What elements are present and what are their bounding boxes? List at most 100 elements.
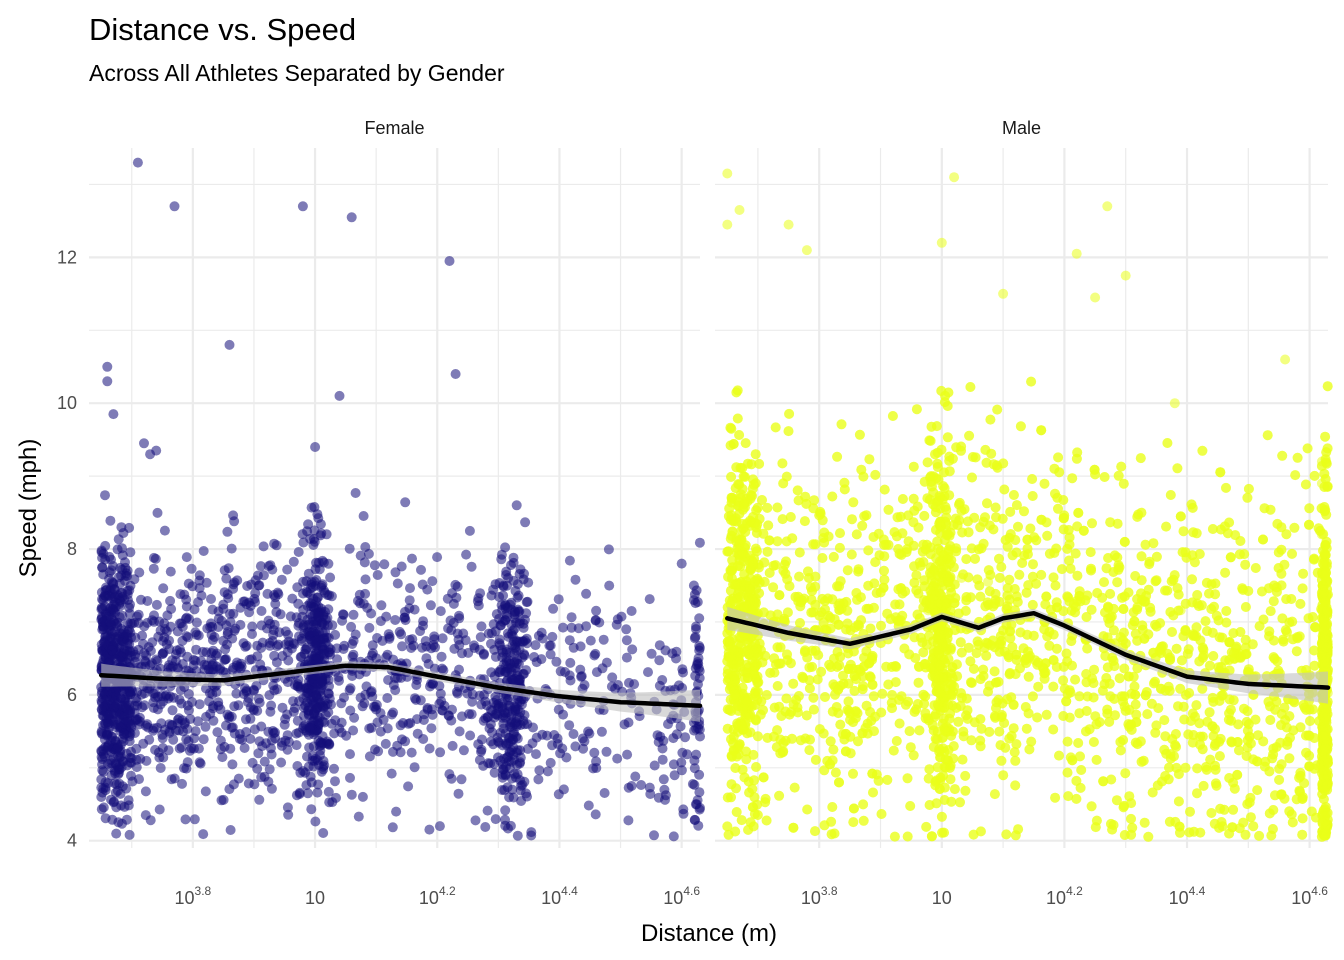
data-point <box>102 361 113 372</box>
data-point <box>194 699 205 710</box>
data-point <box>107 814 118 825</box>
data-point <box>256 620 267 631</box>
data-point <box>457 711 467 722</box>
data-point <box>273 589 284 600</box>
data-point <box>583 800 594 811</box>
data-point <box>436 696 447 707</box>
data-point <box>276 757 287 768</box>
data-point <box>113 534 124 545</box>
data-point <box>622 749 633 760</box>
data-point <box>360 588 371 599</box>
data-point <box>396 629 407 640</box>
data-point <box>497 772 508 783</box>
data-point <box>228 608 239 619</box>
data-point <box>293 681 304 692</box>
data-point <box>171 645 182 656</box>
data-point <box>138 638 148 649</box>
data-point <box>668 759 679 770</box>
data-point <box>657 754 668 765</box>
data-point <box>591 756 602 767</box>
data-point <box>96 792 107 802</box>
data-point <box>502 663 513 674</box>
data-point <box>291 740 302 751</box>
data-point <box>521 788 531 799</box>
data-point <box>425 681 435 692</box>
data-point <box>489 671 500 682</box>
data-point <box>97 686 108 697</box>
data-point <box>217 752 228 763</box>
data-point <box>489 758 499 769</box>
data-point <box>324 647 335 658</box>
data-point <box>315 519 326 530</box>
data-point <box>201 711 212 722</box>
data-point <box>315 678 326 689</box>
data-point <box>96 804 107 815</box>
data-point <box>245 713 256 724</box>
data-point <box>425 600 436 611</box>
data-point <box>194 757 205 768</box>
data-point <box>312 787 323 798</box>
data-point <box>646 648 657 659</box>
data-point <box>611 619 622 630</box>
data-point <box>196 655 206 666</box>
data-point <box>489 767 500 778</box>
data-point <box>400 606 410 617</box>
data-point <box>429 631 440 642</box>
data-point <box>189 814 200 825</box>
data-point <box>387 822 398 833</box>
data-point <box>262 588 273 599</box>
data-point <box>330 776 340 787</box>
data-point <box>689 763 700 774</box>
data-point <box>139 438 149 449</box>
data-point <box>621 624 632 635</box>
data-point <box>388 654 399 665</box>
data-point <box>391 806 402 817</box>
data-point <box>453 634 464 645</box>
data-point <box>345 772 355 783</box>
data-point <box>248 684 259 695</box>
data-point <box>505 747 516 758</box>
data-point <box>303 761 314 772</box>
data-point <box>570 741 581 752</box>
data-point <box>266 700 277 711</box>
data-point <box>334 390 345 401</box>
data-point <box>295 767 306 778</box>
data-point <box>348 649 359 660</box>
data-point <box>97 754 108 765</box>
data-point <box>437 705 448 716</box>
data-point <box>304 742 315 753</box>
data-point <box>305 771 316 782</box>
data-point <box>372 633 383 643</box>
data-point <box>485 719 496 730</box>
data-point <box>152 507 163 518</box>
data-point <box>491 709 502 720</box>
data-point <box>432 552 443 563</box>
data-point <box>404 595 415 606</box>
data-point <box>508 557 519 568</box>
data-point <box>533 630 544 641</box>
data-point <box>695 802 705 813</box>
data-point <box>616 611 627 622</box>
data-point <box>346 789 357 800</box>
data-point <box>372 570 383 580</box>
strip-label: Female <box>364 118 424 138</box>
data-point <box>689 779 700 790</box>
strip-label: Male <box>1002 118 1041 138</box>
data-point <box>302 751 312 762</box>
data-point <box>643 667 653 678</box>
data-point <box>689 755 700 766</box>
data-point <box>566 622 577 633</box>
data-point <box>228 662 239 673</box>
data-point <box>680 732 691 743</box>
data-point <box>283 809 294 820</box>
data-point <box>300 644 311 655</box>
data-point <box>547 631 558 642</box>
data-point <box>181 552 192 563</box>
x-tick-label: 104.4 <box>541 884 578 908</box>
data-point <box>406 747 417 758</box>
data-point <box>531 749 541 760</box>
data-point <box>264 690 275 701</box>
data-point <box>302 788 313 799</box>
data-point <box>344 685 355 696</box>
